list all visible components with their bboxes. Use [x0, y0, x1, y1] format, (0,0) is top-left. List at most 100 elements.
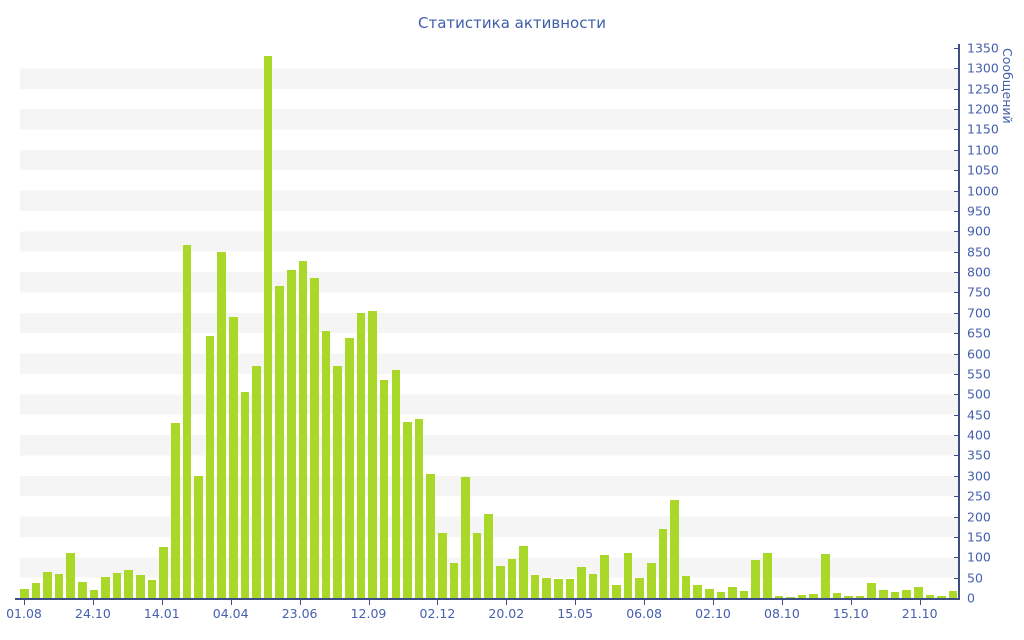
x-tick-label: 08.10	[763, 606, 800, 621]
y-tick-label: 900	[967, 223, 991, 239]
y-tick-label: 750	[967, 284, 991, 300]
y-tick-mark	[954, 272, 959, 274]
y-tick-mark	[954, 353, 959, 355]
y-tick-label: 1050	[967, 162, 999, 178]
y-tick-mark	[954, 48, 959, 49]
x-tick-mark	[437, 600, 439, 605]
bar	[333, 366, 343, 598]
x-tick-mark	[781, 600, 783, 605]
bar	[565, 579, 575, 598]
x-tick-mark	[850, 600, 852, 605]
bar	[472, 532, 482, 598]
x-tick-mark	[24, 600, 25, 605]
bar	[263, 56, 273, 598]
y-tick-mark	[954, 475, 959, 477]
y-tick-label: 350	[967, 447, 991, 463]
y-tick-label: 1200	[967, 101, 999, 117]
y-tick-label: 250	[967, 488, 991, 504]
y-tick-label: 1300	[967, 60, 999, 76]
bar	[646, 563, 656, 598]
y-tick-mark	[954, 373, 959, 375]
bar	[495, 565, 505, 598]
bar	[194, 475, 203, 598]
y-tick-mark	[954, 435, 959, 437]
bar	[809, 593, 819, 598]
bar	[240, 392, 250, 598]
x-tick-label: 14.01	[143, 606, 180, 621]
bar	[31, 582, 41, 598]
bar	[751, 559, 760, 598]
y-tick-mark	[954, 170, 959, 172]
bar	[43, 571, 52, 598]
bar	[693, 584, 702, 598]
y-tick-mark	[954, 557, 959, 559]
x-tick-label: 02.10	[695, 606, 731, 621]
bar	[136, 574, 145, 598]
y-tick-mark	[954, 88, 959, 90]
chart-title: Статистика активности	[418, 14, 606, 32]
x-tick-mark	[299, 600, 301, 605]
bar	[716, 592, 726, 598]
bar	[612, 584, 621, 598]
y-tick-mark	[954, 312, 959, 314]
x-tick-mark	[161, 600, 163, 605]
bar	[728, 587, 737, 598]
y-tick-mark	[954, 598, 959, 599]
bar	[403, 421, 412, 598]
bar	[321, 330, 331, 598]
bar	[228, 316, 238, 598]
bar	[600, 554, 610, 598]
y-axis-line	[958, 44, 960, 600]
bar	[54, 573, 64, 598]
x-tick-label: 04.04	[212, 606, 249, 621]
x-tick-label: 21.10	[901, 606, 938, 621]
y-tick-label: 450	[967, 407, 991, 423]
bar	[414, 419, 424, 598]
y-tick-label: 200	[967, 509, 991, 525]
plot-area	[20, 48, 958, 598]
bar	[437, 533, 447, 598]
x-tick-label: 01.08	[6, 606, 42, 621]
bar	[124, 570, 134, 598]
bar	[681, 576, 691, 598]
bar	[739, 590, 749, 598]
y-tick-mark	[954, 455, 959, 457]
y-tick-label: 50	[967, 570, 983, 586]
bars-container	[20, 48, 958, 598]
y-axis-title: Сообщений	[1000, 48, 1015, 124]
bar	[774, 595, 784, 598]
x-axis-line	[15, 598, 959, 600]
y-tick-label: 1100	[967, 142, 999, 158]
bar	[797, 594, 807, 598]
x-tick-label: 12.09	[350, 606, 387, 621]
y-tick-label: 1350	[967, 40, 999, 56]
y-tick-label: 100	[967, 549, 991, 565]
bar	[89, 589, 99, 598]
bar	[554, 578, 563, 598]
bar	[855, 595, 865, 598]
bar	[182, 245, 192, 598]
bar	[159, 546, 168, 598]
bar	[379, 380, 389, 598]
x-tick-mark	[506, 600, 508, 605]
y-tick-label: 400	[967, 427, 991, 443]
y-tick-mark	[954, 496, 959, 498]
bar	[925, 595, 935, 598]
y-tick-label: 950	[967, 203, 991, 219]
bar	[310, 278, 319, 598]
y-tick-label: 850	[967, 244, 991, 260]
bar	[913, 587, 923, 598]
bar	[252, 365, 261, 598]
y-tick-mark	[954, 333, 959, 335]
x-tick-mark	[919, 600, 921, 605]
bar	[588, 573, 598, 598]
x-tick-label: 06.08	[626, 606, 662, 621]
bar	[391, 369, 401, 598]
bar	[542, 577, 552, 598]
x-tick-label: 15.05	[557, 606, 594, 621]
y-tick-mark	[954, 149, 959, 151]
bar	[658, 529, 668, 598]
bar	[507, 559, 517, 598]
bar	[890, 592, 900, 598]
